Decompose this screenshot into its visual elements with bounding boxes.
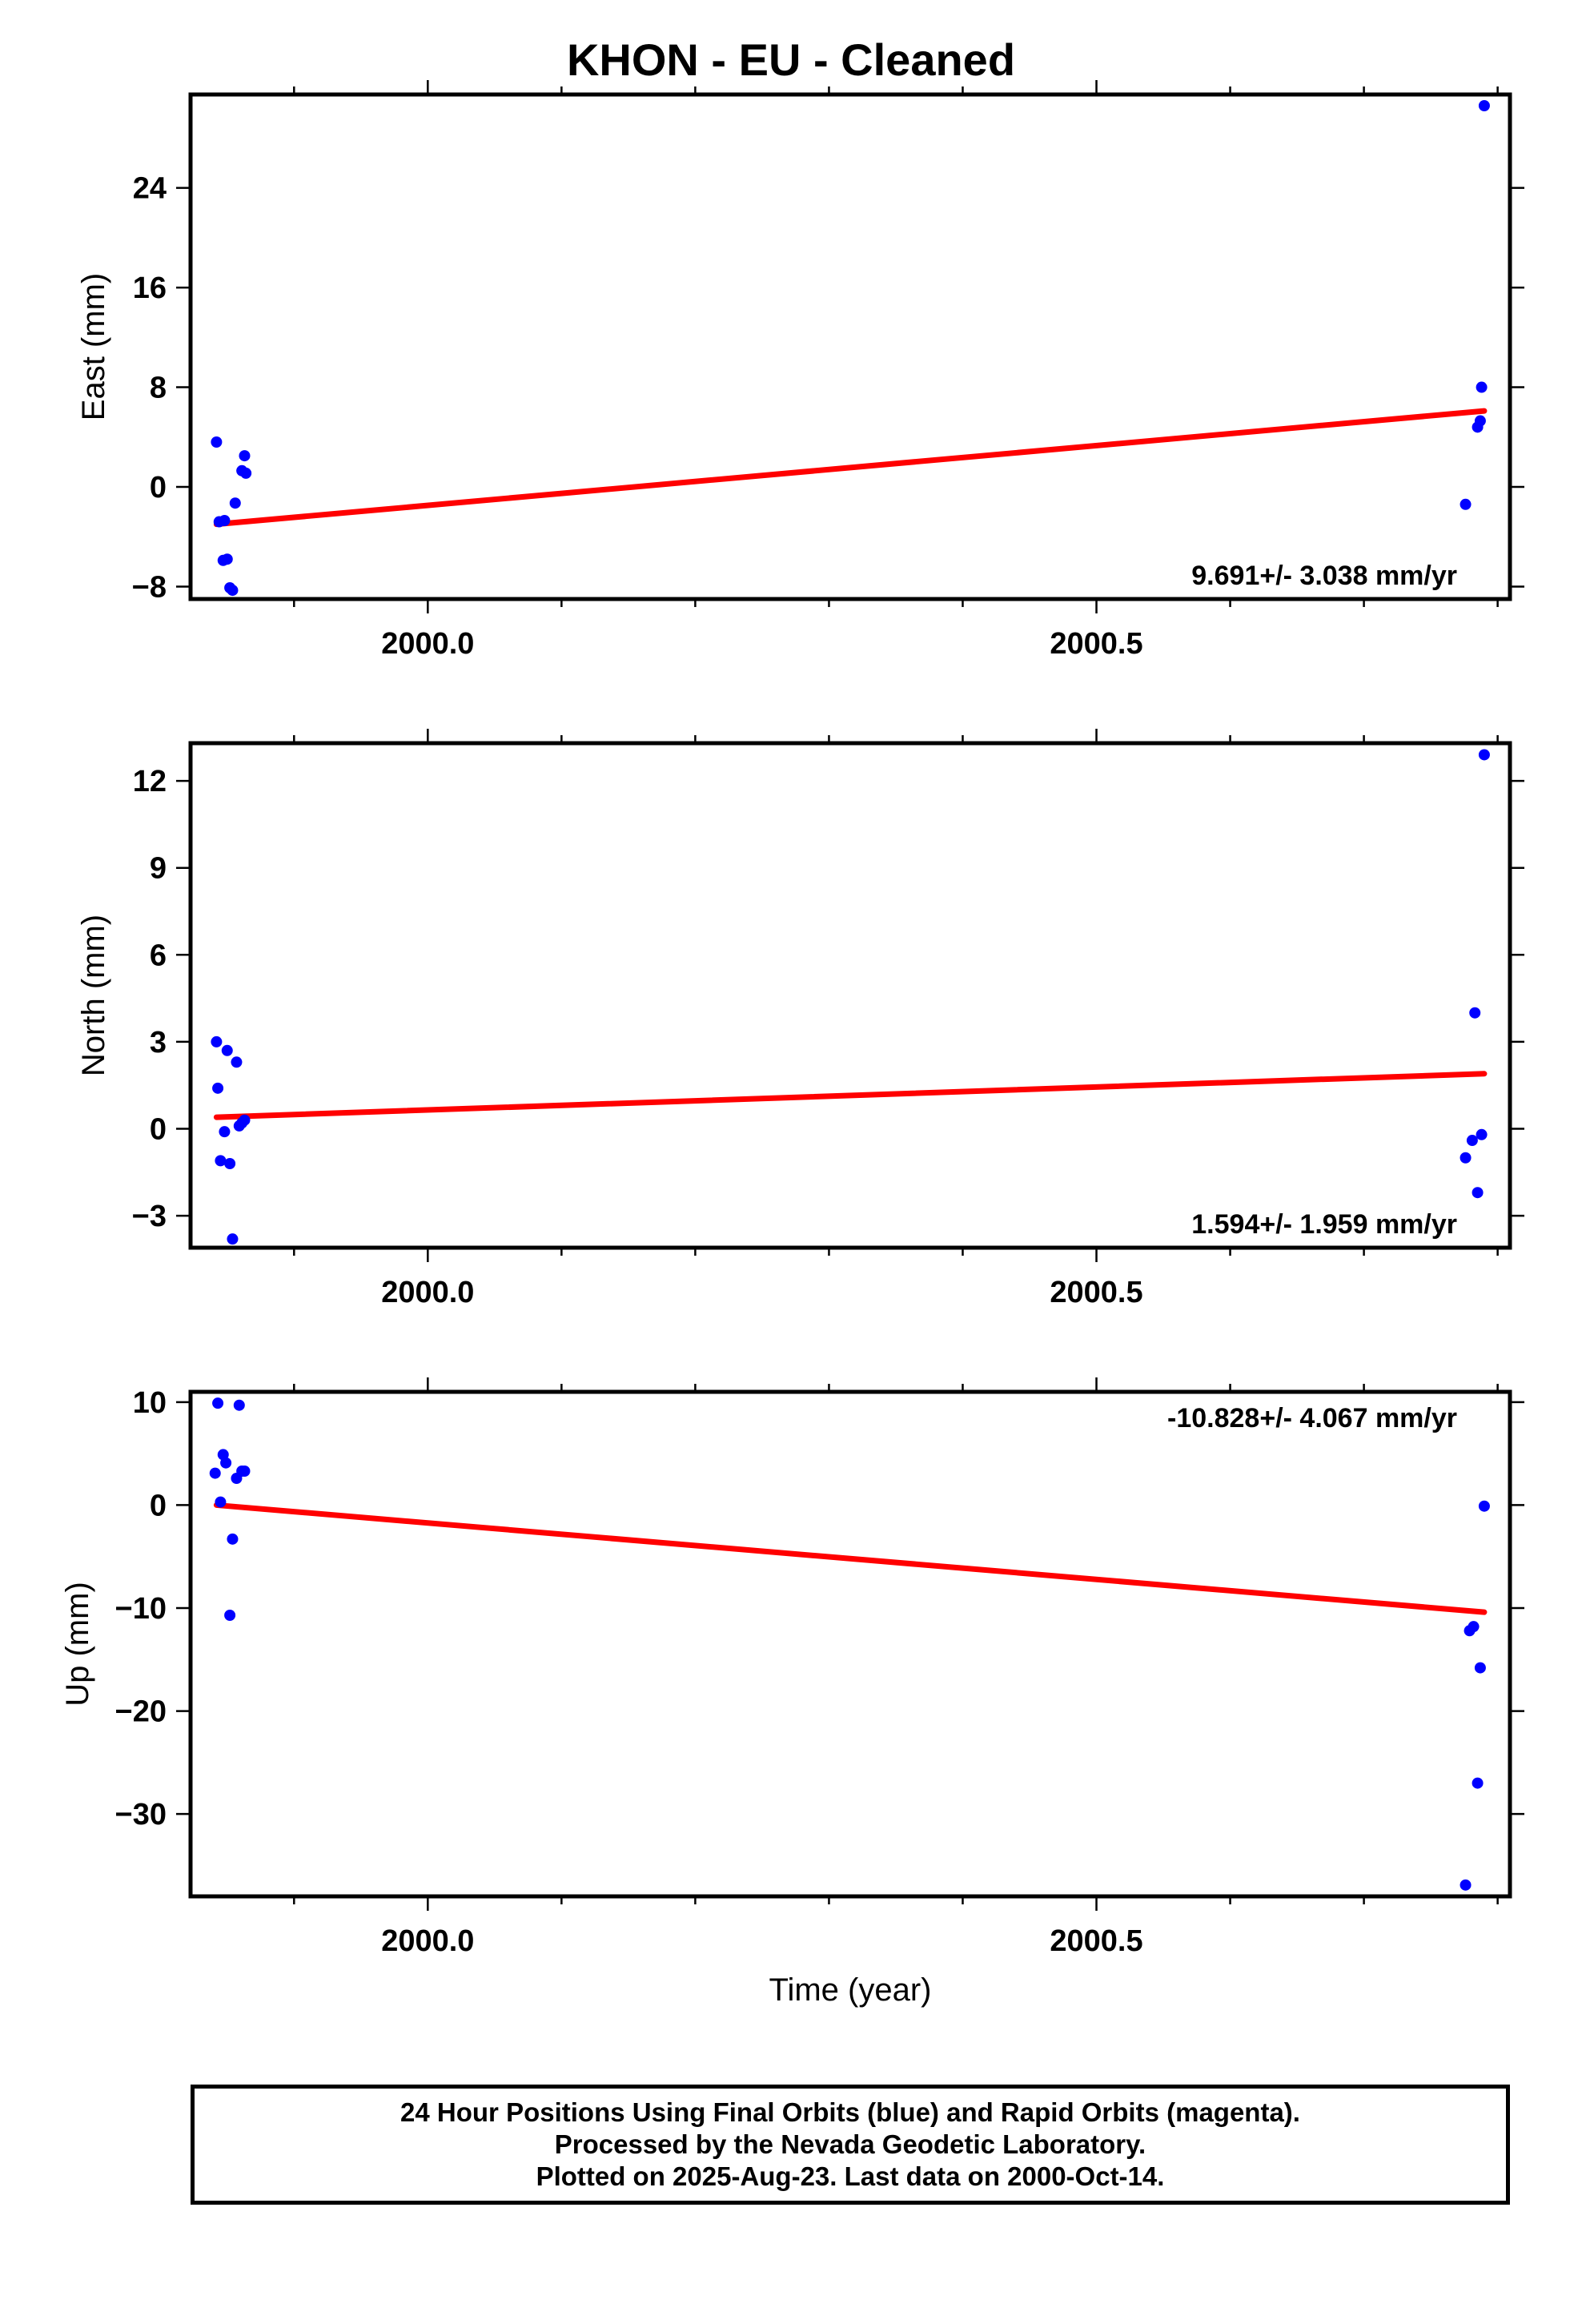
north-y-axis-label: North (mm) (76, 915, 111, 1076)
up-fit-line (213, 1502, 1488, 1615)
north-data-point (1466, 1135, 1478, 1147)
footer-line-2: Processed by the Nevada Geodetic Laborat… (554, 2129, 1146, 2159)
north-y-tick-label: 12 (133, 765, 167, 798)
north-data-point (1478, 749, 1490, 761)
east-x-tick-label: 2000.0 (381, 627, 474, 661)
east-rate-label: 9.691+/- 3.038 mm/yr (1191, 561, 1457, 591)
north-panel: 2000.0 2000.5 −3 0 3 6 9 12 North (mm) 1.594+/- 1… (76, 729, 1524, 1309)
up-x-tick-label: 2000.5 (1050, 1924, 1142, 1958)
east-fit-line (213, 408, 1488, 528)
up-data-point (1474, 1662, 1486, 1674)
up-data-point (1460, 1879, 1472, 1891)
north-data-point (219, 1126, 231, 1138)
east-data-point (1478, 100, 1490, 111)
north-data-point (239, 1114, 251, 1126)
up-plot-area (209, 1397, 1490, 1891)
up-y-tick-label: −30 (115, 1798, 167, 1831)
north-y-tick-label: 9 (150, 852, 167, 886)
north-data-point (227, 1233, 239, 1245)
north-data-point (1472, 1187, 1484, 1199)
north-data-point (221, 1044, 233, 1056)
north-data-point (215, 1155, 227, 1167)
up-y-tick-label: −20 (115, 1695, 167, 1729)
north-data-point (1460, 1152, 1472, 1164)
up-data-point (1468, 1621, 1480, 1633)
east-panel: 2000.0 2000.5 −8 0 8 16 24 East (mm) 9.691+/- 3.… (76, 80, 1524, 661)
up-data-point (209, 1467, 221, 1479)
chart-title: KHON - EU - Cleaned (566, 34, 1016, 85)
up-data-point (224, 1610, 236, 1621)
up-data-point (233, 1399, 245, 1411)
up-data-point (1478, 1500, 1490, 1512)
footer-box: 24 Hour Positions Using Final Orbits (bl… (191, 2085, 1510, 2205)
east-plot-area (211, 100, 1490, 597)
north-data-point (211, 1035, 223, 1047)
north-y-tick-label: 6 (150, 939, 167, 972)
east-y-tick-label: 24 (133, 172, 167, 206)
east-data-point (229, 497, 241, 509)
east-y-axis-label: East (mm) (76, 273, 111, 420)
up-data-point (212, 1397, 224, 1409)
north-rate-label: 1.594+/- 1.959 mm/yr (1191, 1209, 1457, 1240)
up-y-tick-label: −10 (115, 1592, 167, 1626)
north-y-tick-label: −3 (132, 1200, 167, 1233)
north-plot-area (211, 749, 1490, 1245)
east-frame (188, 92, 1512, 601)
east-data-point (211, 436, 223, 448)
plots-canvas: 2000.0 2000.5 −8 0 8 16 24 East (mm) 9.691+/- 3.… (60, 80, 1524, 2008)
east-data-point (1460, 498, 1472, 510)
up-data-point (1472, 1777, 1484, 1789)
north-y-tick-label: 3 (150, 1026, 167, 1059)
east-x-tick-label: 2000.5 (1050, 627, 1142, 661)
footer-line-3: Plotted on 2025-Aug-23. Last data on 200… (536, 2161, 1165, 2191)
up-rate-label: -10.828+/- 4.067 mm/yr (1167, 1403, 1457, 1433)
up-data-point (220, 1457, 232, 1469)
east-y-tick-label: −8 (132, 570, 167, 604)
north-data-point (1476, 1128, 1488, 1140)
north-fit-line (213, 1071, 1488, 1120)
north-y-tick-label: 0 (150, 1113, 167, 1147)
east-y-tick-label: 8 (150, 372, 167, 405)
north-x-tick-label: 2000.5 (1050, 1276, 1142, 1309)
east-data-point (239, 450, 251, 462)
north-data-point (212, 1082, 224, 1094)
north-data-point (224, 1158, 236, 1169)
up-y-tick-label: 0 (150, 1489, 167, 1522)
up-frame (188, 1389, 1512, 1899)
up-x-tick-label: 2000.0 (381, 1924, 474, 1958)
east-data-point (240, 467, 252, 479)
up-y-axis-label: Up (mm) (60, 1582, 95, 1707)
up-data-point (239, 1466, 251, 1477)
north-data-point (231, 1056, 243, 1068)
up-data-point (215, 1496, 227, 1508)
east-data-point (219, 515, 231, 526)
north-data-point (1469, 1007, 1481, 1019)
up-data-point (227, 1533, 239, 1545)
east-y-tick-label: 0 (150, 471, 167, 505)
east-data-point (227, 585, 239, 597)
east-data-point (1476, 381, 1488, 393)
up-panel: 2000.0 2000.5 −30 −20 −10 0 10 Up (mm) -10.828+/… (60, 1377, 1524, 2008)
x-axis-label: Time (year) (769, 1972, 932, 2008)
north-x-tick-label: 2000.0 (381, 1276, 474, 1309)
east-data-point (221, 553, 233, 565)
footer-line-1: 24 Hour Positions Using Final Orbits (bl… (400, 2097, 1300, 2127)
east-y-tick-label: 16 (133, 271, 167, 305)
up-y-tick-label: 10 (133, 1386, 167, 1420)
north-frame (188, 741, 1512, 1250)
east-data-point (1474, 415, 1486, 427)
